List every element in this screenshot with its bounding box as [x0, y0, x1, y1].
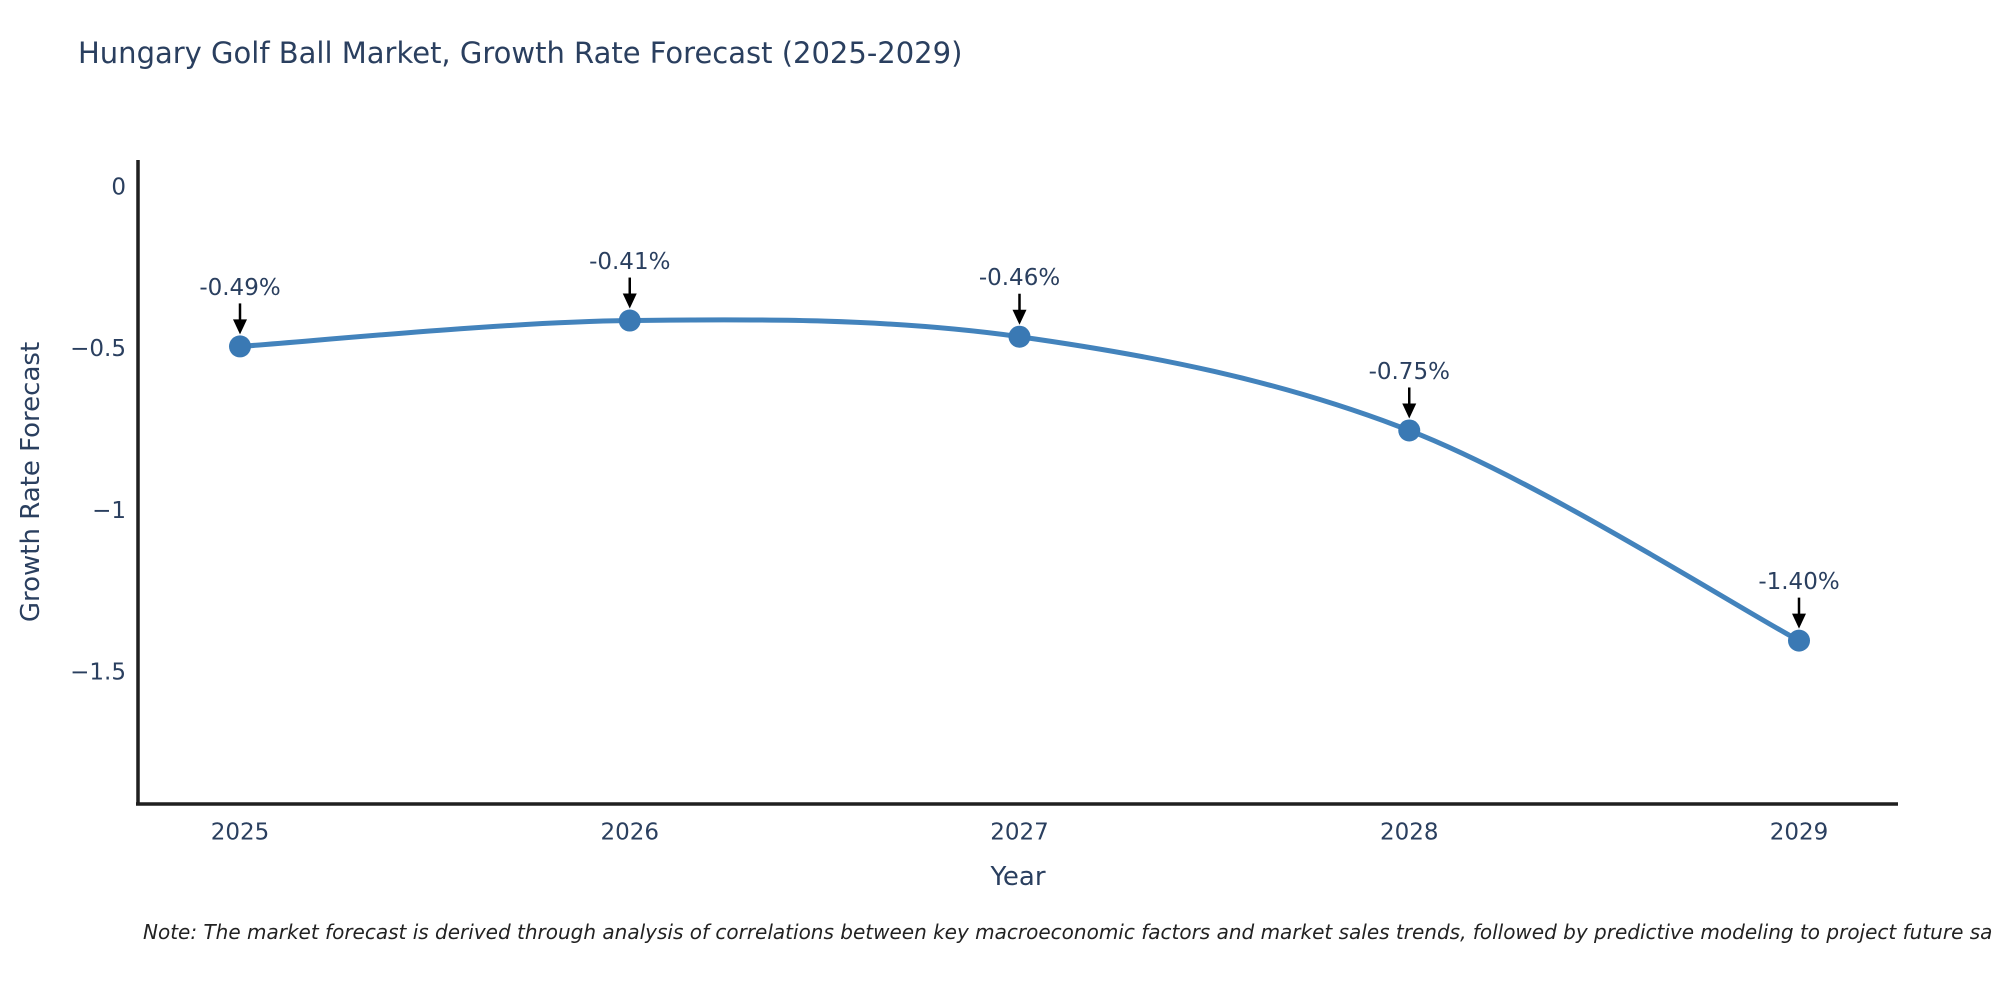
y-tick-label: −0.5	[70, 336, 126, 362]
annotation-label: -0.49%	[199, 275, 280, 301]
y-tick-label: −1	[92, 498, 126, 524]
annotation-label: -0.75%	[1369, 359, 1450, 385]
annotation-label: -0.46%	[979, 265, 1060, 291]
chart-title: Hungary Golf Ball Market, Growth Rate Fo…	[78, 36, 963, 70]
x-tick-label: 2026	[600, 820, 659, 846]
data-point-marker[interactable]	[1008, 325, 1031, 348]
data-point-marker[interactable]	[1788, 629, 1810, 652]
x-axis-title: Year	[990, 862, 1046, 892]
annotation-arrowhead	[1402, 403, 1417, 419]
data-point-marker[interactable]	[229, 335, 251, 358]
y-tick-label: 0	[111, 175, 126, 201]
y-tick-label: −1.5	[70, 659, 126, 685]
footnote: Note: The market forecast is derived thr…	[143, 920, 1993, 944]
forecast-line	[237, 317, 1802, 644]
annotation-arrowhead	[1792, 613, 1806, 629]
x-tick-label: 2025	[211, 820, 270, 846]
x-tick-label: 2029	[1770, 820, 1829, 846]
data-point-marker[interactable]	[1398, 419, 1421, 442]
annotation-label: -0.41%	[589, 249, 670, 275]
annotation-arrowhead	[1012, 309, 1027, 325]
x-tick-label: 2028	[1380, 820, 1439, 846]
tick-layer: 2025 2026 2027 2028 2029 0 −0.5 −1 −1.5	[70, 175, 1828, 846]
series-layer	[229, 309, 1810, 652]
x-tick-label: 2027	[990, 820, 1049, 846]
annotation-layer: -0.49% -0.41% -0.46% -0.75% -1.40%	[199, 249, 1840, 629]
annotation-arrowhead	[233, 319, 247, 335]
data-point-marker[interactable]	[618, 309, 641, 332]
annotation-arrowhead	[622, 293, 637, 309]
annotation-label: -1.40%	[1758, 569, 1839, 595]
